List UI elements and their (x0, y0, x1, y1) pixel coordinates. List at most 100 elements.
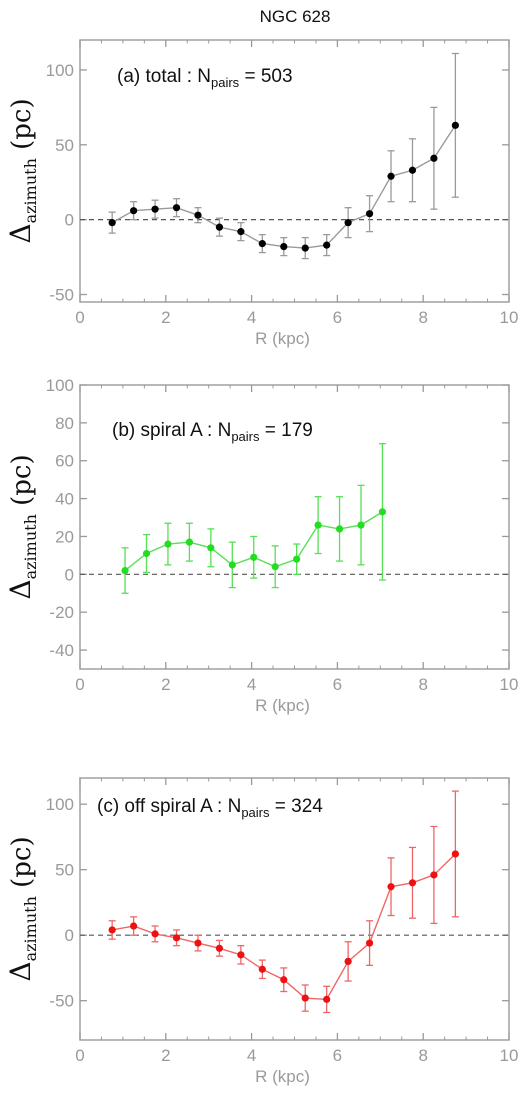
figure-title: NGC 628 (260, 7, 331, 26)
x-tick-label: 0 (75, 308, 84, 327)
x-tick-label: 6 (333, 308, 342, 327)
data-point (194, 939, 202, 947)
chart-panel: 0 2 4 6 8 10 -40 -20 0 20 40 60 80 100 R (kpc) Δazimuth… (4, 376, 518, 715)
data-point (280, 976, 288, 984)
x-tick-label: 10 (500, 308, 519, 327)
data-point (121, 566, 129, 575)
y-tick-label: 50 (55, 136, 74, 155)
data-point (172, 934, 181, 942)
annotation-label: (c) off spiral A : N (97, 796, 241, 817)
y-tick-label: -50 (49, 286, 74, 305)
y-tick-label: 0 (65, 211, 74, 230)
x-tick-label: 4 (247, 675, 256, 694)
annotation-subscript: pairs (231, 429, 260, 444)
x-tick-label: 8 (418, 308, 427, 327)
y-label-subscript: azimuth (21, 158, 40, 223)
data-point (130, 922, 138, 930)
x-tick-label: 6 (333, 1046, 342, 1065)
data-point (207, 544, 215, 552)
x-tick-label: 4 (247, 1046, 256, 1065)
data-point (185, 538, 193, 546)
data-point (228, 561, 236, 569)
x-tick-label: 0 (75, 675, 84, 694)
data-point (108, 219, 116, 227)
annotation-subscript: pairs (241, 805, 270, 820)
data-point (301, 994, 309, 1002)
annotation-value: = 179 (260, 420, 313, 441)
y-tick-label: 60 (55, 452, 74, 471)
y-tick-label: -50 (49, 992, 74, 1011)
data-point (142, 549, 151, 558)
data-point (451, 850, 459, 858)
data-point (293, 555, 301, 563)
y-tick-label: 80 (55, 414, 74, 433)
y-label-delta: Δ (4, 579, 37, 599)
data-point (271, 563, 279, 571)
data-point (365, 210, 374, 218)
data-point (365, 939, 374, 947)
y-tick-label: 50 (55, 861, 74, 880)
panel-annotation: (a) total : Npairs = 503 (117, 66, 293, 90)
data-point (378, 508, 387, 516)
y-label-subscript: azimuth (21, 514, 40, 579)
y-tick-label: 100 (46, 61, 74, 80)
y-label-delta: Δ (4, 961, 37, 981)
y-tick-label: 20 (55, 527, 74, 546)
x-tick-label: 10 (500, 1046, 519, 1065)
data-point (344, 219, 352, 227)
data-point (323, 241, 331, 249)
y-axis-label: Δazimuth (pc) (4, 98, 40, 243)
y-tick-label: 40 (55, 490, 74, 509)
y-tick-label: 100 (46, 795, 74, 814)
data-point (301, 244, 309, 252)
data-point (323, 995, 331, 1003)
annotation-label: (a) total : N (117, 66, 211, 87)
data-point (215, 223, 224, 231)
data-point (237, 951, 245, 959)
data-point (151, 205, 159, 213)
data-point (130, 207, 138, 215)
x-tick-label: 2 (161, 1046, 170, 1065)
data-point (237, 228, 245, 236)
y-axis-label: Δazimuth (pc) (4, 836, 40, 981)
data-point (164, 540, 172, 548)
annotation-label: (b) spiral A : N (112, 420, 231, 441)
data-point (258, 965, 266, 973)
annotation-subscript: pairs (211, 75, 240, 90)
y-tick-label: -40 (49, 641, 74, 660)
series-line (111, 124, 456, 249)
data-point (408, 879, 417, 887)
panel-annotation: (b) spiral A : Npairs = 179 (112, 420, 313, 444)
y-label-unit: (pc) (7, 454, 37, 514)
x-tick-label: 0 (75, 1046, 84, 1065)
y-label-unit: (pc) (7, 836, 37, 896)
data-point (335, 525, 344, 533)
data-point (172, 204, 181, 212)
x-tick-label: 10 (500, 675, 519, 694)
data-point (215, 944, 224, 952)
x-tick-label: 6 (333, 675, 342, 694)
data-point (194, 211, 202, 219)
y-label-unit: (pc) (7, 98, 37, 158)
y-tick-label: 0 (65, 926, 74, 945)
y-tick-label: 0 (65, 565, 74, 584)
data-point (408, 166, 417, 174)
data-point (357, 521, 365, 529)
y-label-subscript: azimuth (21, 896, 40, 961)
y-tick-label: -20 (49, 603, 74, 622)
panel-annotation: (c) off spiral A : Npairs = 324 (97, 796, 323, 820)
data-point (280, 243, 288, 251)
x-tick-label: 2 (161, 308, 170, 327)
x-axis-label: R (kpc) (255, 1067, 310, 1086)
data-point (258, 240, 266, 248)
data-point (108, 926, 116, 934)
chart-panel: 0 2 4 6 8 10 -50 0 50 100 R (kpc) Δazimuth (pc) (c) … (4, 777, 519, 1086)
y-axis-label: Δazimuth (pc) (4, 454, 40, 599)
data-point (151, 930, 159, 938)
data-point (314, 521, 322, 529)
x-tick-label: 4 (247, 308, 256, 327)
x-tick-label: 8 (418, 1046, 427, 1065)
